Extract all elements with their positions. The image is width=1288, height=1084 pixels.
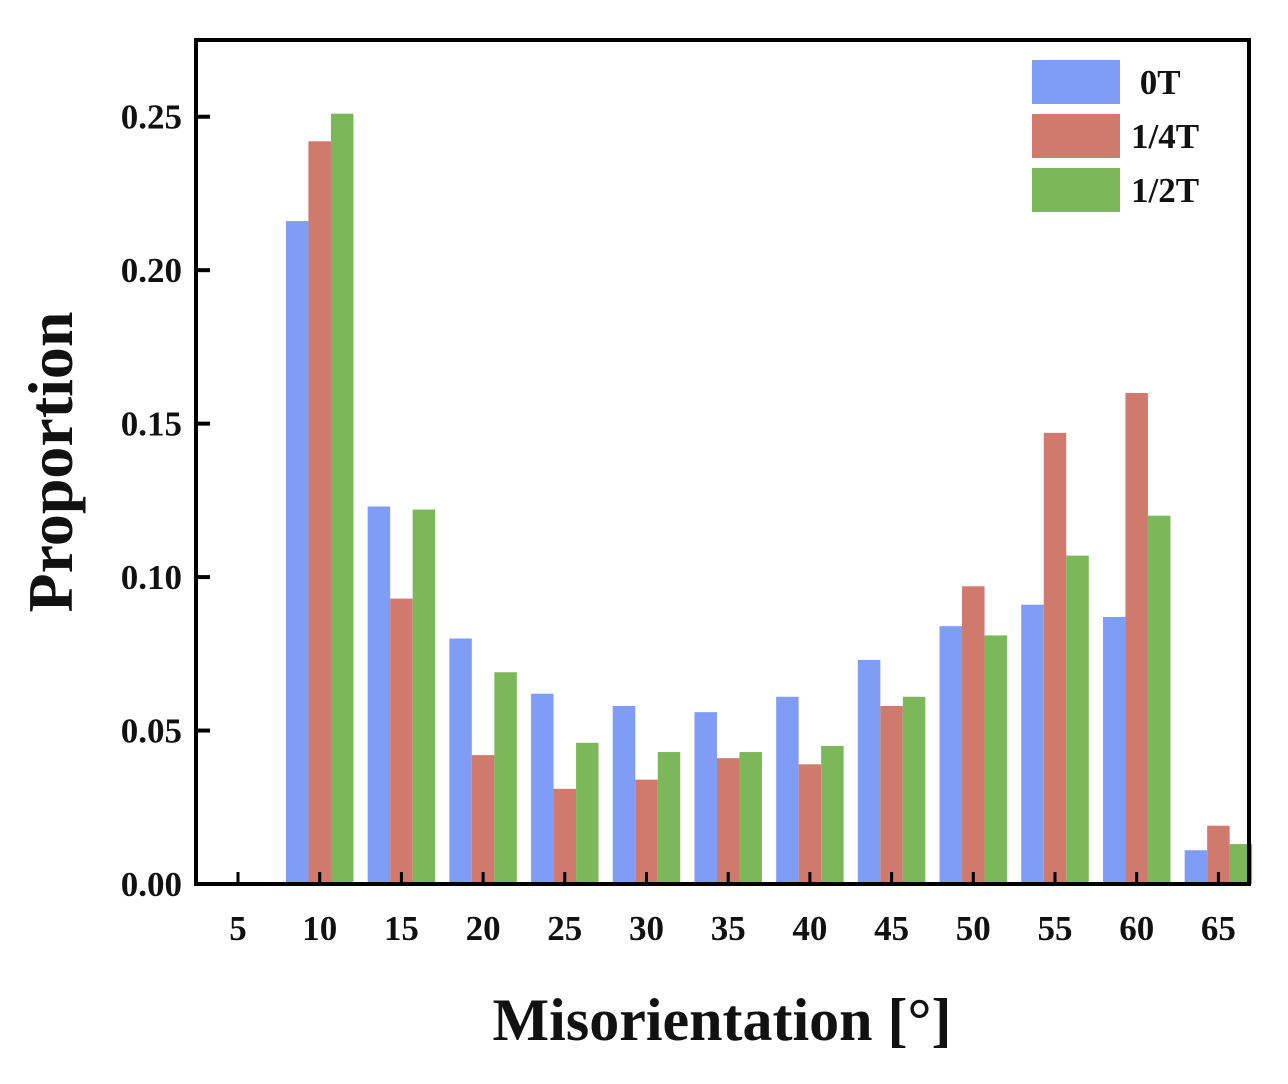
bar-1-2T-10 [330, 113, 354, 884]
bar-1-4T-55 [1043, 432, 1067, 884]
x-tick-label: 10 [302, 909, 337, 948]
bar-0T-20 [449, 638, 472, 884]
bar-1-2T-25 [576, 742, 599, 884]
y-tick-label: 0.25 [121, 98, 182, 137]
legend: 0T 1/4T 1/2T [1032, 60, 1199, 212]
x-tick-label: 30 [629, 909, 664, 948]
legend-label-0T: 0T [1131, 63, 1181, 102]
bar-0T-10 [285, 221, 309, 885]
bar-0T-55 [1021, 604, 1044, 884]
bar-1-2T-50 [984, 635, 1008, 884]
y-tick-label: 0.10 [121, 558, 182, 597]
bar-1-2T-15 [412, 509, 436, 884]
legend-label-1-4T: 1/4T [1131, 117, 1199, 156]
bar-0T-50 [939, 626, 963, 884]
x-tick-label: 15 [384, 909, 419, 948]
x-tick-label: 45 [874, 909, 909, 948]
plot-frame [194, 38, 1251, 886]
x-tick-label: 20 [466, 909, 501, 948]
bar-1-4T-40 [798, 764, 822, 884]
y-tick-label: 0.00 [121, 865, 182, 904]
x-tick-label: 60 [1119, 909, 1154, 948]
x-tick-label: 55 [1038, 909, 1073, 948]
bar-1-2T-55 [1066, 555, 1089, 884]
bar-0T-65 [1184, 850, 1208, 884]
bar-0T-35 [694, 712, 717, 884]
bar-1-4T-35 [716, 758, 740, 884]
legend-swatch-0T [1032, 60, 1120, 104]
x-tick-label: 25 [547, 909, 582, 948]
bar-1-4T-30 [635, 779, 658, 884]
x-axis-title: Misorientation [°] [493, 987, 952, 1053]
bar-1-2T-20 [494, 672, 517, 884]
legend-swatch-1-2T [1032, 168, 1120, 212]
bar-1-2T-35 [739, 752, 762, 884]
x-tick-label: 65 [1201, 909, 1236, 948]
bar-1-2T-30 [657, 752, 681, 884]
legend-label-1-2T: 1/2T [1131, 171, 1199, 210]
x-tick-label: 35 [711, 909, 746, 948]
bar-0T-30 [612, 705, 636, 884]
y-axis-title: Proportion [15, 311, 86, 612]
x-axis-ticks: 5 10 15 20 25 30 35 40 45 50 55 60 65 [229, 872, 1236, 948]
x-tick-label: 50 [956, 909, 991, 948]
bar-1-4T-15 [390, 598, 413, 884]
bar-0T-45 [857, 659, 881, 884]
bar-1-4T-65 [1207, 825, 1230, 884]
bar-1-4T-45 [880, 705, 903, 884]
bar-0T-40 [776, 696, 799, 884]
y-axis-ticks: 0.00 0.05 0.10 0.15 0.20 0.25 [121, 98, 210, 904]
bar-0T-15 [367, 506, 391, 884]
bar-1-4T-10 [308, 141, 331, 884]
bar-1-4T-25 [553, 788, 577, 884]
bar-0T-60 [1102, 616, 1126, 884]
y-tick-label: 0.20 [121, 251, 182, 290]
bar-1-4T-60 [1125, 392, 1148, 884]
bar-1-4T-20 [471, 755, 495, 884]
bar-1-2T-65 [1229, 844, 1253, 884]
legend-swatch-1-4T [1032, 114, 1120, 158]
bar-1-2T-45 [902, 696, 926, 884]
bar-1-4T-50 [962, 586, 985, 884]
x-tick-label: 5 [229, 909, 247, 948]
bar-0T-25 [531, 693, 554, 884]
bar-1-2T-60 [1147, 515, 1171, 884]
x-tick-label: 40 [792, 909, 827, 948]
bars-layer [285, 113, 1253, 885]
y-tick-label: 0.05 [121, 712, 182, 751]
bar-1-2T-40 [821, 745, 844, 884]
y-tick-label: 0.15 [121, 405, 182, 444]
